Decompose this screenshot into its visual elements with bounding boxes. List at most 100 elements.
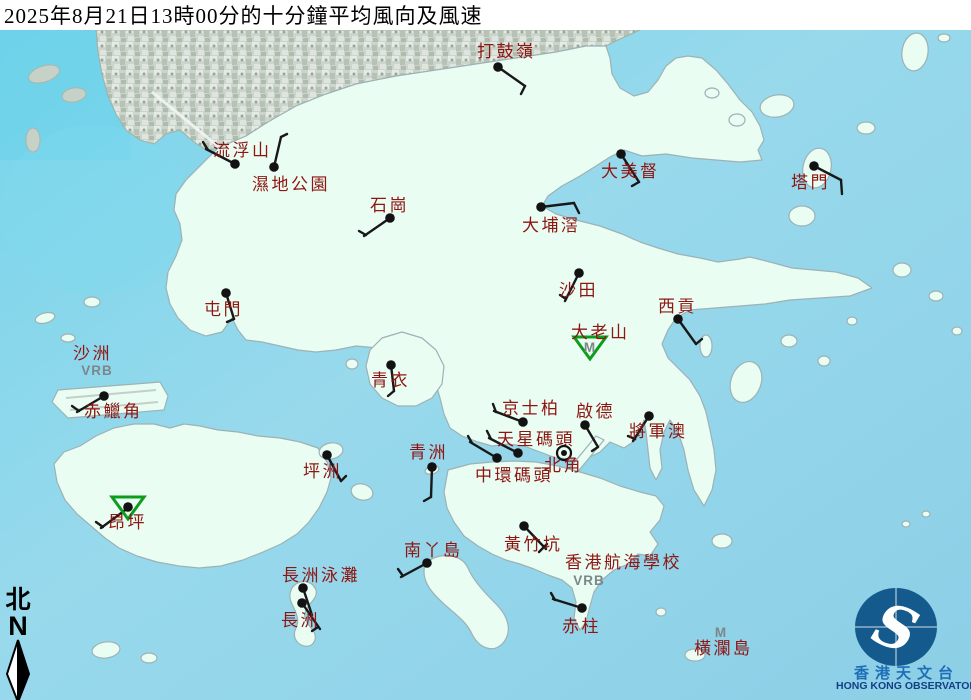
north-indicator: 北 N: [0, 588, 36, 700]
station: 青衣: [371, 360, 408, 398]
station-label: 昂坪: [108, 513, 147, 532]
wind-barb-line: [492, 409, 525, 424]
wind-barb-line: [422, 495, 433, 503]
station: 長洲泳灘: [282, 566, 360, 617]
wind-barb-line: [279, 132, 289, 139]
station-note: M: [715, 625, 727, 640]
station-label: 啟德: [576, 402, 615, 421]
wind-barb-line: [676, 317, 698, 346]
wind-barb-line: [386, 389, 396, 398]
wind-barb-line: [812, 164, 843, 182]
station-note: VRB: [573, 573, 605, 588]
station: 赤鱲角: [70, 391, 143, 421]
station-dot: [385, 213, 395, 223]
station-label: 屯門: [204, 300, 243, 319]
hko-logo: S 香港天文台 HONG KONG OBSERVATORY: [836, 580, 971, 700]
station-dot: [297, 598, 307, 608]
station-note: M: [584, 340, 596, 355]
wind-barb-line: [590, 445, 600, 453]
station-label: 沙田: [559, 281, 598, 300]
calm-wind-ring: [555, 444, 573, 462]
station-dot: [269, 162, 279, 172]
station-label: 橫瀾島: [694, 639, 753, 658]
wind-barb-line: [466, 434, 474, 445]
island: [28, 64, 60, 84]
wind-barb-line: [539, 201, 576, 209]
station-label: 濕地公園: [252, 175, 330, 194]
station-dot: [427, 462, 437, 472]
station: 黃竹坑: [504, 521, 560, 554]
station-label: 赤鱲角: [84, 402, 143, 421]
station: 塔門: [791, 161, 844, 196]
station-label: 京士柏: [502, 399, 561, 418]
airport-runway: [65, 389, 157, 399]
station-label: 赤柱: [562, 617, 601, 636]
station-dot: [123, 502, 133, 512]
station: 啟德: [576, 402, 615, 453]
hong-kong-island: [443, 460, 665, 631]
north-hanzi: 北: [5, 587, 31, 614]
wind-barb-line: [485, 429, 493, 441]
wind-barb-line: [496, 65, 527, 88]
station-label: 大美督: [601, 162, 660, 181]
north-arrow-icon: [5, 639, 31, 700]
station-label: 南丫島: [404, 541, 463, 560]
station-label: 將軍澳: [629, 422, 688, 441]
wind-barb-line: [94, 520, 105, 529]
wind-barb-line: [630, 180, 641, 188]
station-dot: [644, 411, 654, 421]
station: 大美督: [601, 149, 660, 188]
station-label: 長洲泳灘: [282, 566, 360, 585]
wind-barb-line: [339, 474, 348, 483]
station: 北角: [544, 444, 581, 475]
station-dot: [519, 521, 529, 531]
station-dot: [492, 453, 502, 463]
small-islands: [34, 32, 963, 664]
wind-barb-line: [272, 135, 283, 169]
tsing-yi-island: [365, 331, 445, 407]
station-label: 打鼓嶺: [477, 42, 536, 61]
north-letter: N: [8, 611, 28, 641]
island: [25, 127, 41, 153]
wind-barb-line: [429, 465, 434, 499]
station-dot: [221, 288, 231, 298]
station-dot: [616, 149, 626, 159]
wind-barb-line: [70, 404, 81, 413]
station: 昂坪: [94, 495, 147, 532]
wind-barb-line: [631, 414, 651, 443]
station: 濕地公園: [252, 132, 330, 194]
wind-barb-line: [519, 84, 527, 96]
station-dot: [809, 161, 819, 171]
station: 赤柱: [549, 591, 601, 636]
wind-barb-line: [487, 436, 520, 455]
wind-barb-line: [537, 542, 549, 554]
wind-barb-line: [551, 597, 584, 610]
wind-barb-line: [563, 271, 581, 303]
station: 沙田: [558, 268, 598, 303]
station-dot: [561, 450, 567, 456]
wind-barb-line: [572, 201, 581, 215]
station-label: 大老山: [571, 323, 630, 342]
hko-emblem-icon: S: [855, 588, 937, 667]
station: 將軍澳: [626, 411, 688, 443]
map-title: 2025年8月21日13時00分的十分鐘平均風向及風速: [4, 4, 483, 28]
hko-logo-english: HONG KONG OBSERVATORY: [836, 680, 971, 692]
wind-barb-line: [522, 524, 548, 551]
sea-shallow-patch: [0, 125, 190, 295]
wind-barb-line: [396, 567, 405, 578]
station: 南丫島: [396, 541, 463, 579]
station-dot: [230, 159, 240, 169]
wind-barb-line: [325, 453, 343, 483]
station-label: 長洲: [281, 611, 320, 630]
station: 屯門: [204, 288, 243, 324]
station: 流浮山: [201, 140, 269, 169]
new-territories-kowloon-landmass: [165, 45, 873, 507]
station-label: 中環碼頭: [475, 466, 553, 485]
station-label: 石崗: [370, 196, 409, 215]
station-dot: [513, 448, 523, 458]
wind-barb-line: [619, 152, 641, 184]
wind-barb-line: [468, 440, 499, 460]
green-triangle-marker: [571, 335, 609, 362]
station-dot: [518, 417, 528, 427]
